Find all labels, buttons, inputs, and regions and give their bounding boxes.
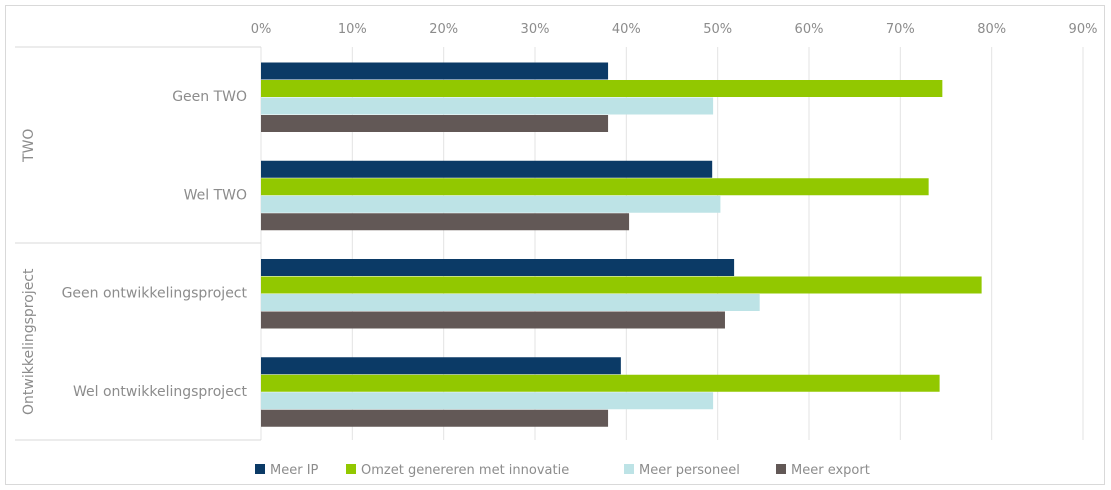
bar [261,311,725,329]
x-tick-label: 40% [612,22,641,37]
legend-swatch [255,464,265,474]
x-tick-label: 90% [1069,22,1098,37]
bar [261,374,940,392]
x-tick-label: 20% [429,22,458,37]
bar [261,392,714,410]
x-tick-label: 10% [338,22,367,37]
bar [261,213,630,231]
legend-swatch [624,464,634,474]
legend-label: Meer export [791,463,870,478]
bar [261,357,621,375]
bar [261,115,609,132]
x-tick-label: 60% [795,22,824,37]
bar [261,195,721,213]
x-tick-label: 0% [251,22,272,37]
category-label: Wel ontwikkelingsproject [73,384,248,400]
category-label: Geen ontwikkelingsproject [62,286,248,302]
category-label: Geen TWO [172,89,247,105]
group-label: TWO [21,129,37,163]
legend-swatch [776,464,786,474]
x-tick-label: 70% [886,22,915,37]
x-tick-label: 30% [521,22,550,37]
category-label: Wel TWO [184,187,247,203]
legend-label: Omzet genereren met innovatie [361,463,569,478]
bar [261,62,609,80]
legend-swatch [346,464,356,474]
group-label: Ontwikkelingsproject [21,268,37,415]
bar [261,80,943,97]
bar [261,294,760,311]
bar [261,409,609,427]
bar [261,259,735,276]
bar [261,178,929,196]
legend-label: Meer IP [270,463,319,478]
legend-label: Meer personeel [639,463,740,478]
x-tick-label: 80% [977,22,1006,37]
bar [261,160,713,178]
bar [261,97,714,115]
chart-frame [5,5,1105,485]
x-tick-label: 50% [703,22,732,37]
bar [261,276,982,294]
